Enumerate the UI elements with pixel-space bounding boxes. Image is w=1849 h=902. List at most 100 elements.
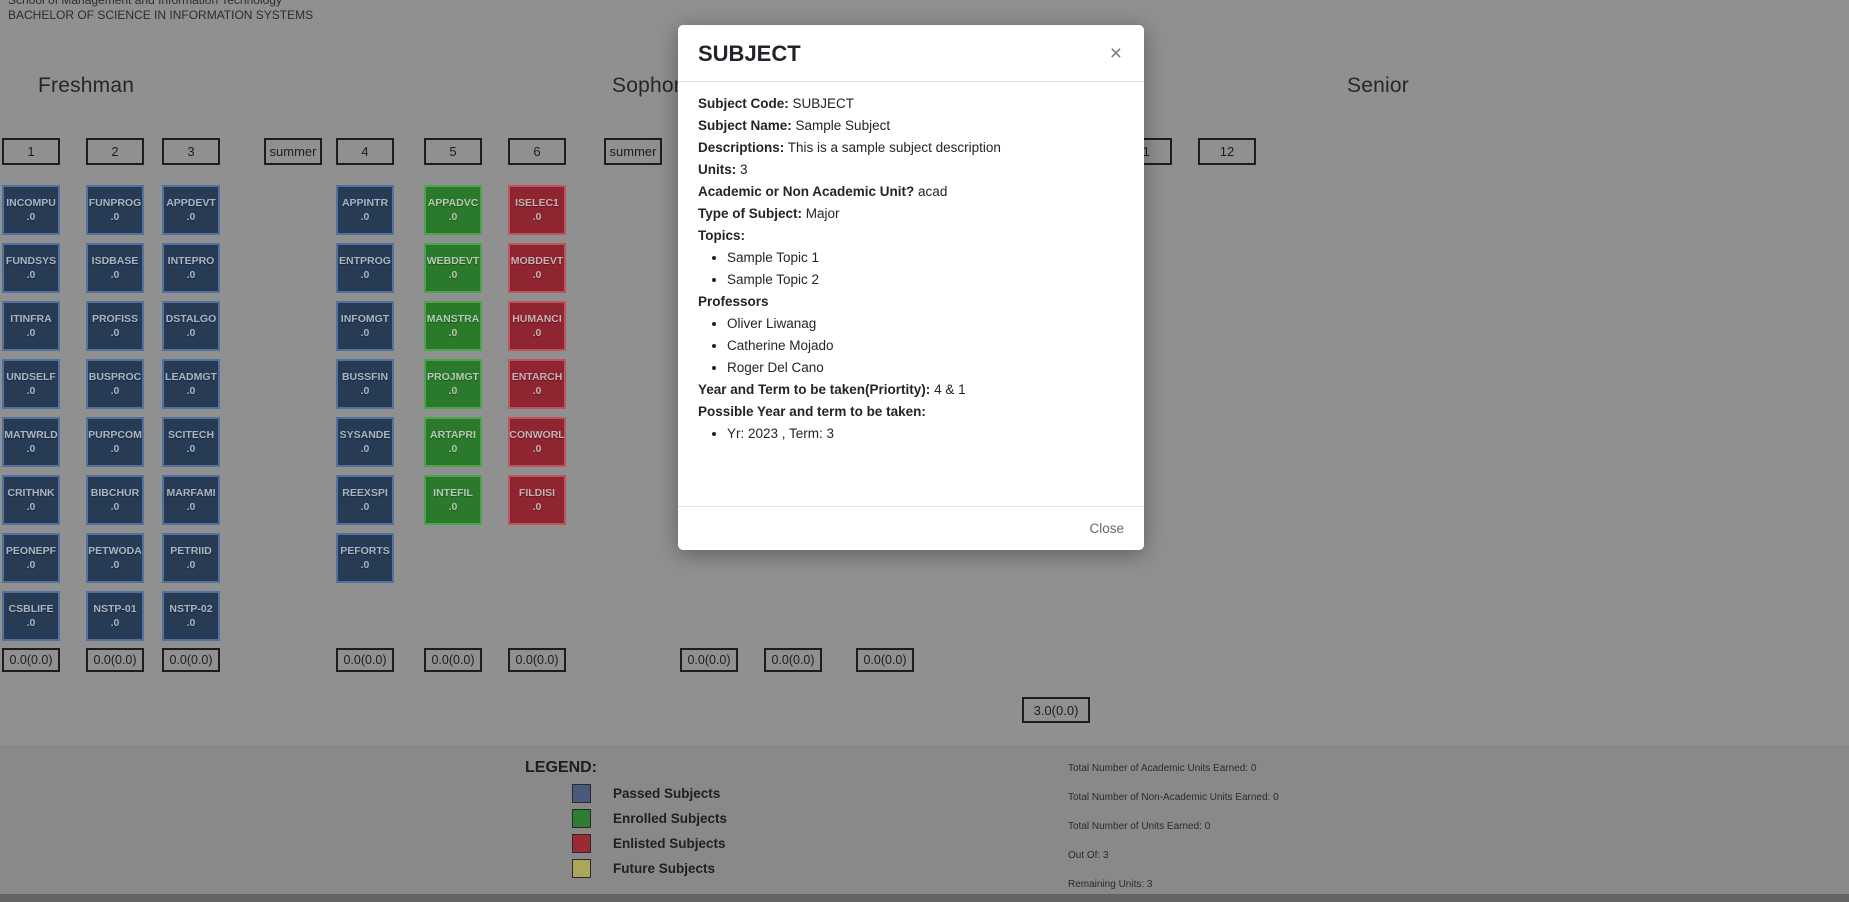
subject-code: APPDEVT bbox=[166, 197, 216, 209]
subject-code: PEFORTS bbox=[340, 545, 390, 557]
subject-code: BIBCHUR bbox=[90, 487, 140, 499]
legend-swatch-icon bbox=[572, 784, 591, 803]
subject-card-entprog[interactable]: ENTPROG .0 bbox=[336, 243, 394, 293]
subject-card-artapri[interactable]: ARTAPRI .0 bbox=[424, 417, 482, 467]
subject-code: ISELEC1 bbox=[515, 197, 559, 209]
subject-card-matwrld[interactable]: MATWRLD .0 bbox=[2, 417, 60, 467]
subject-card-leadmgt[interactable]: LEADMGT .0 bbox=[162, 359, 220, 409]
modal-header: SUBJECT × bbox=[678, 25, 1144, 82]
subject-grade: .0 bbox=[110, 501, 120, 513]
subject-card-marfami[interactable]: MARFAMI .0 bbox=[162, 475, 220, 525]
subject-code: ISDBASE bbox=[91, 255, 139, 267]
subject-card-entarch[interactable]: ENTARCH .0 bbox=[508, 359, 566, 409]
subject-card-crithnk[interactable]: CRITHNK .0 bbox=[2, 475, 60, 525]
subject-code: WEBDEVT bbox=[426, 255, 480, 267]
subject-card-iselec1[interactable]: ISELEC1 .0 bbox=[508, 185, 566, 235]
subject-card-profiss[interactable]: PROFISS .0 bbox=[86, 301, 144, 351]
subject-grade: .0 bbox=[110, 211, 120, 223]
subject-grade: .0 bbox=[110, 385, 120, 397]
bottom-bar bbox=[0, 894, 1849, 902]
subject-card-purpcom[interactable]: PURPCOM .0 bbox=[86, 417, 144, 467]
subject-code: BUSSFIN bbox=[341, 371, 389, 383]
subject-card-nstp-01[interactable]: NSTP-01 .0 bbox=[86, 591, 144, 641]
subject-card-dstalgo[interactable]: DSTALGO .0 bbox=[162, 301, 220, 351]
subject-grade: .0 bbox=[532, 443, 542, 455]
stats-line: Out Of: 3 bbox=[1068, 850, 1109, 861]
subject-card-humanci[interactable]: HUMANCI .0 bbox=[508, 301, 566, 351]
subject-card-intepro[interactable]: INTEPRO .0 bbox=[162, 243, 220, 293]
subject-card-itinfra[interactable]: ITINFRA .0 bbox=[2, 301, 60, 351]
term-header-1: 1 bbox=[2, 138, 60, 165]
term-column-2: FUNPROG .0 ISDBASE .0 PROFISS .0 BUSPROC .0 PURP… bbox=[86, 185, 144, 641]
close-button[interactable]: Close bbox=[1089, 521, 1124, 536]
subject-code: UNDSELF bbox=[6, 371, 56, 383]
subject-grade: .0 bbox=[448, 327, 458, 339]
subject-card-infomgt[interactable]: INFOMGT .0 bbox=[336, 301, 394, 351]
modal-field: Possible Year and term to be taken: bbox=[698, 404, 926, 419]
subject-card-intefil[interactable]: INTEFIL .0 bbox=[424, 475, 482, 525]
subject-card-bussfin[interactable]: BUSSFIN .0 bbox=[336, 359, 394, 409]
subject-card-mobdevt[interactable]: MOBDEVT .0 bbox=[508, 243, 566, 293]
modal-field: Year and Term to be taken(Priortity): 4 … bbox=[698, 382, 966, 397]
subject-grade: .0 bbox=[186, 211, 196, 223]
subject-card-peforts[interactable]: PEFORTS .0 bbox=[336, 533, 394, 583]
stats-line: Remaining Units: 3 bbox=[1068, 879, 1153, 890]
legend-title: LEGEND: bbox=[525, 759, 597, 776]
term-header-3: 3 bbox=[162, 138, 220, 165]
close-icon[interactable]: × bbox=[1109, 42, 1122, 65]
subject-card-scitech[interactable]: SCITECH .0 bbox=[162, 417, 220, 467]
subject-card-petriid[interactable]: PETRIID .0 bbox=[162, 533, 220, 583]
subject-card-peonepf[interactable]: PEONEPF .0 bbox=[2, 533, 60, 583]
subject-card-sysande[interactable]: SYSANDE .0 bbox=[336, 417, 394, 467]
legend-swatch-icon bbox=[572, 859, 591, 878]
modal-footer: Close bbox=[678, 506, 1144, 550]
subject-card-fildisi[interactable]: FILDISI .0 bbox=[508, 475, 566, 525]
subject-code: BUSPROC bbox=[88, 371, 142, 383]
subject-card-csblife[interactable]: CSBLIFE .0 bbox=[2, 591, 60, 641]
subject-grade: .0 bbox=[26, 443, 36, 455]
subject-card-projmgt[interactable]: PROJMGT .0 bbox=[424, 359, 482, 409]
subject-code: ENTPROG bbox=[339, 255, 391, 267]
subject-card-funprog[interactable]: FUNPROG .0 bbox=[86, 185, 144, 235]
modal-title: SUBJECT bbox=[698, 41, 801, 66]
subject-code: INCOMPU bbox=[6, 197, 56, 209]
subject-code: MARFAMI bbox=[166, 487, 216, 499]
subject-code: INTEPRO bbox=[167, 255, 215, 267]
subject-card-appadvc[interactable]: APPADVC .0 bbox=[424, 185, 482, 235]
modal-field: Units: 3 bbox=[698, 162, 748, 177]
school-name: School of Management and Information Tec… bbox=[8, 0, 282, 7]
subject-card-isdbase[interactable]: ISDBASE .0 bbox=[86, 243, 144, 293]
subject-card-nstp-02[interactable]: NSTP-02 .0 bbox=[162, 591, 220, 641]
legend-label: Passed Subjects bbox=[613, 786, 721, 801]
subject-card-conworl[interactable]: CONWORL .0 bbox=[508, 417, 566, 467]
year-title-freshman: Freshman bbox=[38, 74, 135, 97]
subject-modal: SUBJECT × Subject Code: SUBJECT Subject N… bbox=[678, 25, 1144, 550]
subject-card-reexspi[interactable]: REEXSPI .0 bbox=[336, 475, 394, 525]
subject-grade: .0 bbox=[448, 385, 458, 397]
subject-code: APPADVC bbox=[427, 197, 479, 209]
subject-card-busproc[interactable]: BUSPROC .0 bbox=[86, 359, 144, 409]
subject-card-appintr[interactable]: APPINTR .0 bbox=[336, 185, 394, 235]
subject-card-bibchur[interactable]: BIBCHUR .0 bbox=[86, 475, 144, 525]
subject-card-petwoda[interactable]: PETWODA .0 bbox=[86, 533, 144, 583]
subject-card-incompu[interactable]: INCOMPU .0 bbox=[2, 185, 60, 235]
stats-line: Total Number of Academic Units Earned: 0 bbox=[1068, 763, 1257, 774]
term-column-6: ISELEC1.0 MOBDEVT .0 HUMANCI .0 ENTARCH .0 CONW… bbox=[508, 185, 566, 525]
subject-grade: .0 bbox=[448, 269, 458, 281]
subject-code: PROFISS bbox=[91, 313, 139, 325]
subject-grade: .0 bbox=[360, 211, 370, 223]
subject-grade: .0 bbox=[360, 385, 370, 397]
subject-card-webdevt[interactable]: WEBDEVT .0 bbox=[424, 243, 482, 293]
legend-label: Enrolled Subjects bbox=[613, 811, 728, 826]
year-title-senior: Senior bbox=[1347, 74, 1409, 97]
legend-label: Enlisted Subjects bbox=[613, 836, 726, 851]
term-total-2: 0.0(0.0) bbox=[86, 648, 144, 672]
subject-card-manstra[interactable]: MANSTRA .0 bbox=[424, 301, 482, 351]
subject-card-fundsys[interactable]: FUNDSYS .0 bbox=[2, 243, 60, 293]
modal-list-item: Oliver Liwanag bbox=[727, 316, 1124, 331]
subject-card-undself[interactable]: UNDSELF .0 bbox=[2, 359, 60, 409]
modal-field: Academic or Non Academic Unit? acad bbox=[698, 184, 948, 199]
modal-field-list: Yr: 2023 , Term: 3 bbox=[727, 426, 1124, 441]
subject-card-appdevt[interactable]: APPDEVT .0 bbox=[162, 185, 220, 235]
subject-code: MATWRLD bbox=[4, 429, 58, 441]
